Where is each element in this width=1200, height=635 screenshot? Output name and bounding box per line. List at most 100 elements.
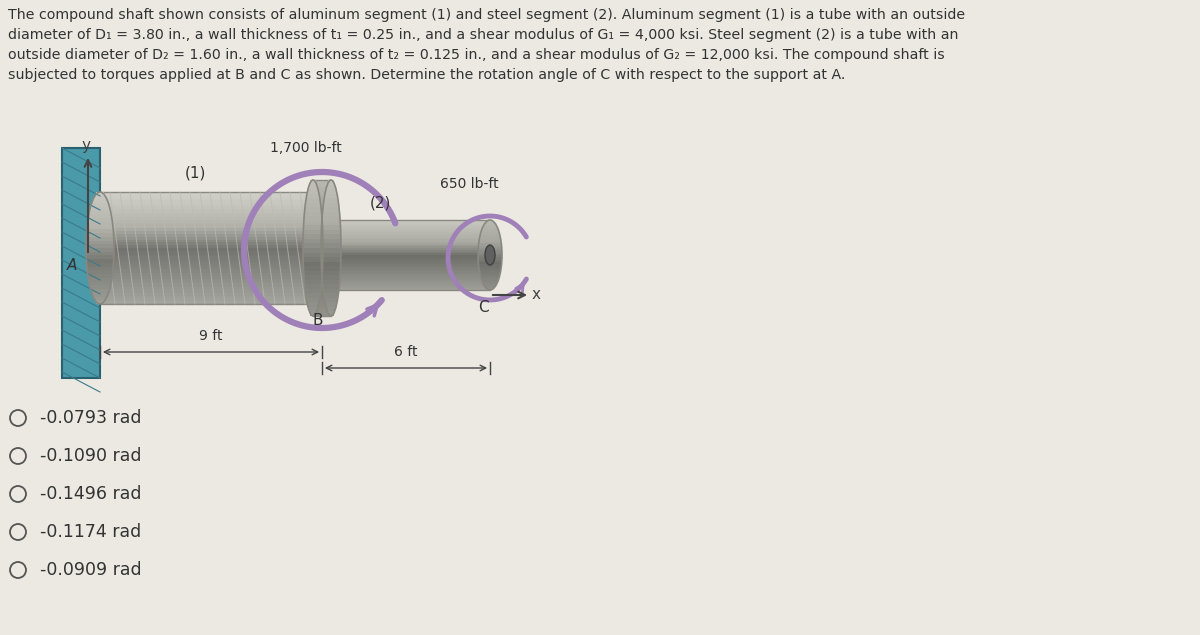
FancyBboxPatch shape (324, 262, 490, 264)
FancyBboxPatch shape (482, 227, 498, 229)
FancyBboxPatch shape (324, 224, 490, 225)
FancyBboxPatch shape (313, 269, 331, 272)
FancyBboxPatch shape (325, 302, 336, 307)
FancyBboxPatch shape (313, 279, 331, 282)
FancyBboxPatch shape (100, 298, 325, 301)
FancyBboxPatch shape (313, 194, 331, 197)
FancyBboxPatch shape (313, 241, 331, 244)
FancyBboxPatch shape (487, 220, 493, 222)
FancyBboxPatch shape (305, 203, 320, 207)
FancyBboxPatch shape (324, 264, 490, 265)
FancyBboxPatch shape (322, 248, 341, 253)
FancyBboxPatch shape (86, 225, 113, 229)
FancyBboxPatch shape (100, 284, 325, 287)
FancyBboxPatch shape (324, 241, 490, 243)
FancyBboxPatch shape (324, 222, 490, 224)
FancyBboxPatch shape (313, 197, 331, 201)
FancyBboxPatch shape (484, 283, 497, 285)
FancyBboxPatch shape (94, 297, 106, 300)
FancyBboxPatch shape (479, 264, 502, 267)
FancyBboxPatch shape (313, 258, 331, 262)
FancyBboxPatch shape (479, 269, 500, 271)
FancyBboxPatch shape (324, 244, 490, 246)
Ellipse shape (485, 245, 496, 265)
FancyBboxPatch shape (304, 266, 323, 271)
FancyBboxPatch shape (481, 278, 498, 281)
FancyBboxPatch shape (324, 225, 490, 227)
Bar (324, 220, 490, 290)
FancyBboxPatch shape (324, 234, 490, 236)
FancyBboxPatch shape (305, 280, 322, 284)
FancyBboxPatch shape (324, 286, 490, 288)
FancyBboxPatch shape (100, 296, 325, 298)
FancyBboxPatch shape (96, 192, 103, 196)
FancyBboxPatch shape (485, 222, 496, 225)
FancyBboxPatch shape (313, 312, 331, 316)
FancyBboxPatch shape (86, 244, 114, 248)
Text: -0.1090 rad: -0.1090 rad (40, 447, 142, 465)
FancyBboxPatch shape (100, 287, 325, 290)
FancyBboxPatch shape (322, 225, 341, 230)
FancyBboxPatch shape (324, 269, 490, 271)
Text: (2): (2) (370, 196, 391, 211)
Text: -0.0909 rad: -0.0909 rad (40, 561, 142, 579)
FancyBboxPatch shape (322, 253, 341, 257)
FancyBboxPatch shape (308, 185, 317, 189)
FancyBboxPatch shape (306, 198, 320, 203)
FancyBboxPatch shape (100, 237, 325, 239)
FancyBboxPatch shape (313, 275, 331, 279)
FancyBboxPatch shape (324, 229, 490, 231)
FancyBboxPatch shape (323, 207, 340, 211)
FancyBboxPatch shape (100, 203, 325, 206)
FancyBboxPatch shape (324, 220, 490, 222)
FancyBboxPatch shape (324, 231, 490, 232)
FancyBboxPatch shape (86, 263, 113, 267)
FancyBboxPatch shape (313, 265, 331, 269)
FancyBboxPatch shape (86, 251, 114, 255)
FancyBboxPatch shape (86, 241, 114, 244)
FancyBboxPatch shape (304, 262, 323, 266)
FancyBboxPatch shape (324, 274, 490, 276)
FancyBboxPatch shape (311, 311, 316, 316)
FancyBboxPatch shape (323, 289, 338, 293)
FancyBboxPatch shape (304, 257, 323, 262)
FancyBboxPatch shape (91, 203, 109, 207)
FancyBboxPatch shape (100, 248, 325, 251)
FancyBboxPatch shape (480, 234, 500, 236)
Text: -0.1496 rad: -0.1496 rad (40, 485, 142, 503)
FancyBboxPatch shape (89, 281, 110, 285)
Text: (1): (1) (185, 166, 206, 181)
Text: A: A (67, 258, 77, 273)
FancyBboxPatch shape (313, 207, 331, 211)
FancyBboxPatch shape (94, 196, 106, 199)
FancyBboxPatch shape (324, 258, 490, 260)
FancyBboxPatch shape (304, 248, 323, 253)
FancyBboxPatch shape (324, 236, 490, 237)
FancyBboxPatch shape (86, 237, 114, 241)
FancyBboxPatch shape (100, 223, 325, 225)
FancyBboxPatch shape (322, 275, 340, 280)
FancyBboxPatch shape (322, 243, 341, 248)
FancyBboxPatch shape (324, 260, 490, 262)
FancyBboxPatch shape (100, 243, 325, 245)
FancyBboxPatch shape (313, 234, 331, 237)
FancyBboxPatch shape (313, 248, 331, 251)
FancyBboxPatch shape (478, 255, 502, 257)
FancyBboxPatch shape (92, 293, 108, 297)
FancyBboxPatch shape (313, 244, 331, 248)
FancyBboxPatch shape (478, 253, 502, 255)
FancyBboxPatch shape (313, 262, 331, 265)
FancyBboxPatch shape (322, 257, 341, 262)
FancyBboxPatch shape (311, 180, 316, 185)
FancyBboxPatch shape (313, 302, 331, 306)
FancyBboxPatch shape (313, 190, 331, 194)
Bar (313, 180, 331, 316)
Text: -0.0793 rad: -0.0793 rad (40, 409, 142, 427)
FancyBboxPatch shape (100, 229, 325, 231)
FancyBboxPatch shape (322, 262, 341, 266)
FancyBboxPatch shape (313, 217, 331, 221)
Text: B: B (312, 313, 323, 328)
FancyBboxPatch shape (479, 243, 502, 246)
FancyBboxPatch shape (305, 289, 320, 293)
FancyBboxPatch shape (306, 293, 320, 298)
